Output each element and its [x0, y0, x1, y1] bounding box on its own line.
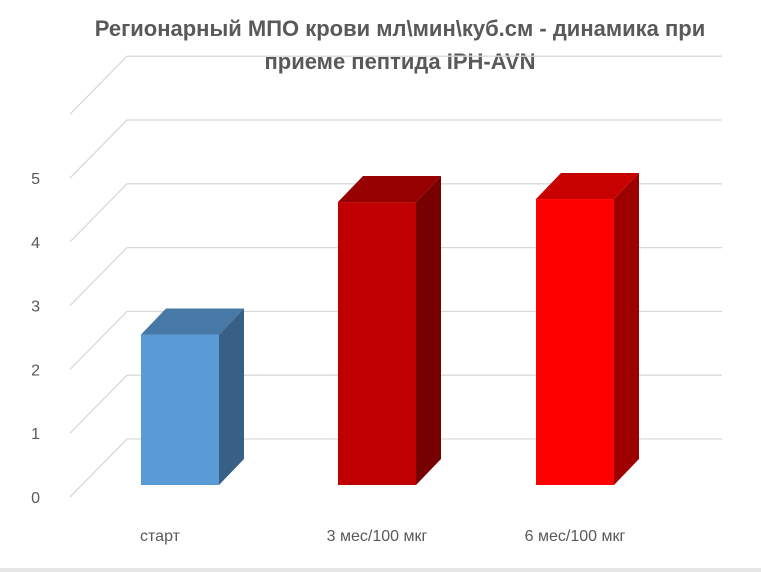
x-category-label-1: старт [140, 528, 181, 545]
chart-title: Регионарный МПО крови мл\мин\куб.см - ди… [60, 12, 740, 78]
y-tick-label-2: 2 [31, 362, 40, 379]
bar-2-side [416, 176, 441, 485]
bar-2-top [338, 176, 441, 203]
bar-3-top [536, 173, 639, 200]
gridline-6 [69, 55, 722, 115]
bar-2 [338, 176, 441, 485]
x-category-label-3: 6 мес/100 мкг [525, 528, 626, 545]
bar-3 [536, 173, 639, 486]
bars [141, 173, 639, 486]
y-tick-label-0: 0 [31, 490, 40, 507]
bar-2-front [338, 202, 416, 485]
bar-1 [141, 308, 244, 485]
x-axis-categories: старт 3 мес/100 мкг 6 мес/100 мкг [140, 528, 625, 545]
bar-3-side [614, 173, 639, 486]
y-tick-label-4: 4 [31, 235, 40, 252]
y-tick-label-1: 1 [31, 426, 40, 443]
bar-1-front [141, 334, 219, 485]
x-category-label-2: 3 мес/100 мкг [327, 528, 428, 545]
y-tick-label-5: 5 [31, 171, 40, 188]
bottom-divider [0, 568, 761, 572]
gridline-5 [69, 119, 722, 179]
bar-1-side [219, 308, 244, 485]
bar-3-front [536, 199, 614, 486]
y-tick-label-3: 3 [31, 299, 40, 316]
y-axis-ticks: 0 1 2 3 4 5 [31, 171, 40, 507]
bar-1-top [141, 308, 244, 335]
chart-title-line-1: Регионарный МПО крови мл\мин\куб.см - ди… [94, 16, 706, 41]
chart-title-line-2: приеме пептида IPH-AVN [264, 49, 536, 74]
